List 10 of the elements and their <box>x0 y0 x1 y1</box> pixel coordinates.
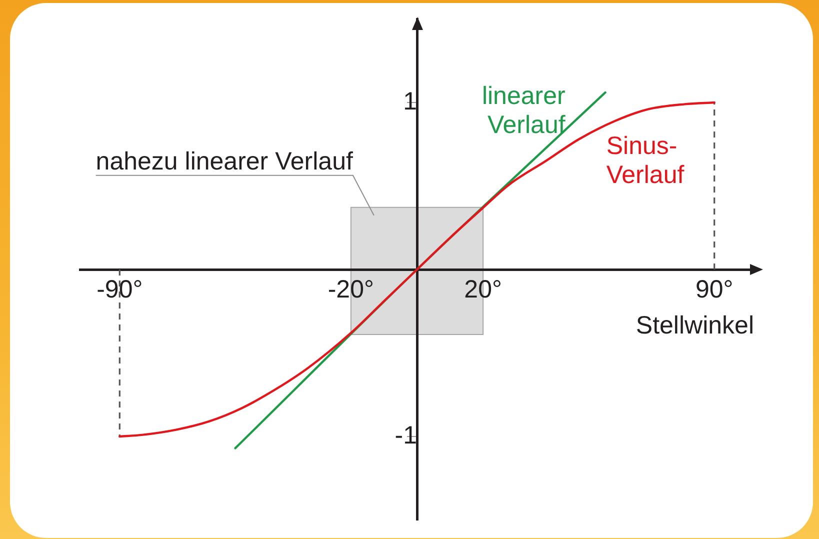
x-tick-label: 20° <box>464 275 502 304</box>
series-label: Sinus-Verlauf <box>606 132 684 189</box>
x-tick-label: -90° <box>96 275 143 304</box>
x-axis-title: Stellwinkel <box>636 311 754 340</box>
y-tick-label: 1 <box>403 87 417 116</box>
x-tick-label: -20° <box>328 275 374 304</box>
y-tick-label: -1 <box>394 421 417 450</box>
series-label: linearer Verlauf <box>482 82 566 139</box>
x-tick-label: 90° <box>695 275 734 304</box>
band-label: nahezu linearer Verlauf <box>96 147 353 176</box>
